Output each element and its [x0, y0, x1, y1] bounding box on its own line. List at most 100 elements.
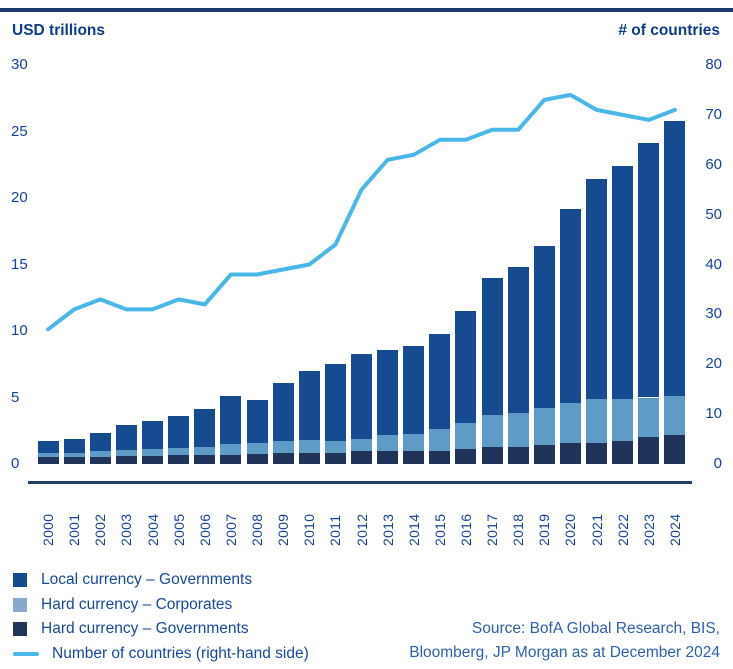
bar-segment-2014	[403, 450, 424, 464]
bar-segment-2014	[403, 434, 424, 451]
bar-segment-2012	[351, 438, 372, 452]
legend-swatch-square-icon	[13, 622, 27, 637]
bar-segment-2024	[664, 434, 685, 464]
bar-segment-2018	[508, 267, 529, 414]
bar-segment-2003	[116, 450, 137, 457]
bar-segment-2016	[455, 311, 476, 423]
right-axis-tick: 50	[705, 205, 722, 223]
legend-swatch-square-icon	[13, 573, 27, 588]
left-axis-tick: 30	[11, 56, 28, 73]
bar-segment-2023	[638, 437, 659, 464]
bar-segment-2021	[586, 179, 607, 399]
bar-segment-2013	[377, 450, 398, 464]
legend-label: Local currency – Governments	[41, 571, 253, 589]
bar-segment-2010	[299, 370, 320, 441]
bar-segment-2024	[664, 396, 685, 435]
bar-segment-2024	[664, 120, 685, 397]
bar-segment-2004	[142, 421, 163, 450]
legend-label: Hard currency – Corporates	[41, 595, 233, 613]
legend-label: Hard currency – Governments	[41, 620, 249, 638]
bar-segment-2000	[38, 441, 59, 454]
bar-segment-2008	[247, 454, 268, 464]
bar-segment-2005	[168, 448, 189, 456]
right-axis-tick: 80	[705, 56, 722, 73]
bar-segment-2022	[612, 398, 633, 442]
bar-segment-2001	[64, 457, 85, 464]
bar-segment-2006	[194, 409, 215, 447]
debt-chart-plot-area: 0 5 10 15 20 25 30 0 10 20 30 40 50 60 70 80 2000 2001 200…	[11, 56, 722, 546]
bar-segment-2000	[38, 453, 59, 458]
bar-segment-2015	[429, 429, 450, 451]
bar-segment-2013	[377, 349, 398, 435]
bar-segment-2020	[560, 442, 581, 464]
bar-segment-2008	[247, 400, 268, 444]
bar-segment-2022	[612, 441, 633, 464]
bar-segment-2007	[220, 444, 241, 455]
bar-segment-2005	[168, 455, 189, 464]
bar-segment-2009	[273, 382, 294, 442]
bar-segment-2021	[586, 442, 607, 464]
bar-segment-2020	[560, 402, 581, 443]
bar-segment-2015	[429, 450, 450, 464]
bar-segment-2014	[403, 345, 424, 435]
bar-segment-2012	[351, 451, 372, 464]
source-line-2: Bloomberg, JP Morgan as at December 2024	[409, 643, 720, 661]
bar-segment-2010	[299, 440, 320, 453]
bar-segment-2021	[586, 398, 607, 443]
left-axis-tick: 0	[11, 455, 20, 472]
bar-segment-2002	[90, 451, 111, 457]
bar-segment-2013	[377, 434, 398, 451]
legend-swatch-line-icon	[13, 651, 39, 656]
bar-segment-2018	[508, 446, 529, 464]
right-axis-title: # of countries	[618, 22, 720, 39]
bar-segment-2004	[142, 456, 163, 464]
bar-segment-2016	[455, 422, 476, 449]
legend-item-hard-currency-corporates: Hard currency – Corporates	[13, 593, 309, 618]
right-axis-tick: 0	[713, 455, 722, 472]
bar-segment-2009	[273, 453, 294, 464]
bar-segment-2022	[612, 166, 633, 399]
bar-segment-2006	[194, 446, 215, 456]
bar-segment-2007	[220, 396, 241, 445]
bar-segment-2006	[194, 455, 215, 464]
right-axis-tick: 70	[705, 105, 722, 123]
left-axis-title: USD trillions	[12, 22, 106, 39]
legend-swatch-square-icon	[13, 597, 27, 612]
bar-segment-2020	[560, 208, 581, 403]
left-axis-tick: 5	[11, 388, 20, 406]
right-axis-tick: 60	[705, 155, 722, 173]
legend-item-hard-currency-governments: Hard currency – Governments	[13, 617, 309, 642]
left-axis-tick: 10	[11, 322, 28, 339]
source-attribution: Source: BofA Global Research, BIS, Bloom…	[409, 617, 720, 664]
bar-segment-2018	[508, 413, 529, 447]
bar-segment-2010	[299, 452, 320, 464]
bar-segment-2005	[168, 416, 189, 449]
bar-segment-2017	[482, 414, 503, 448]
bar-segment-2003	[116, 425, 137, 451]
right-axis-tick: 30	[705, 305, 722, 323]
bar-segment-2019	[534, 245, 555, 409]
source-line-1: Source: BofA Global Research, BIS,	[471, 620, 720, 637]
bar-segment-2023	[638, 143, 659, 398]
left-axis-tick: 25	[11, 122, 28, 140]
bar-segment-2011	[325, 364, 346, 441]
bar-segment-2007	[220, 454, 241, 464]
bar-segment-2000	[38, 457, 59, 464]
bar-segment-2019	[534, 408, 555, 445]
bar-segment-2002	[90, 456, 111, 464]
bar-segment-2001	[64, 452, 85, 458]
left-axis-tick: 15	[11, 255, 28, 273]
countries-line	[46, 92, 677, 332]
right-axis-tick: 40	[705, 255, 722, 273]
bar-segment-2008	[247, 443, 268, 454]
bar-segment-2012	[351, 353, 372, 439]
left-axis-tick: 20	[11, 189, 28, 206]
bar-segment-2019	[534, 444, 555, 464]
bar-segment-2003	[116, 456, 137, 464]
bar-segment-2016	[455, 448, 476, 464]
bar-segment-2023	[638, 397, 659, 438]
bar-segment-2017	[482, 447, 503, 464]
bar-segment-2011	[325, 452, 346, 464]
bar-segment-2001	[64, 438, 85, 453]
legend-item-number-of-countries: Number of countries (right-hand side)	[13, 642, 309, 667]
